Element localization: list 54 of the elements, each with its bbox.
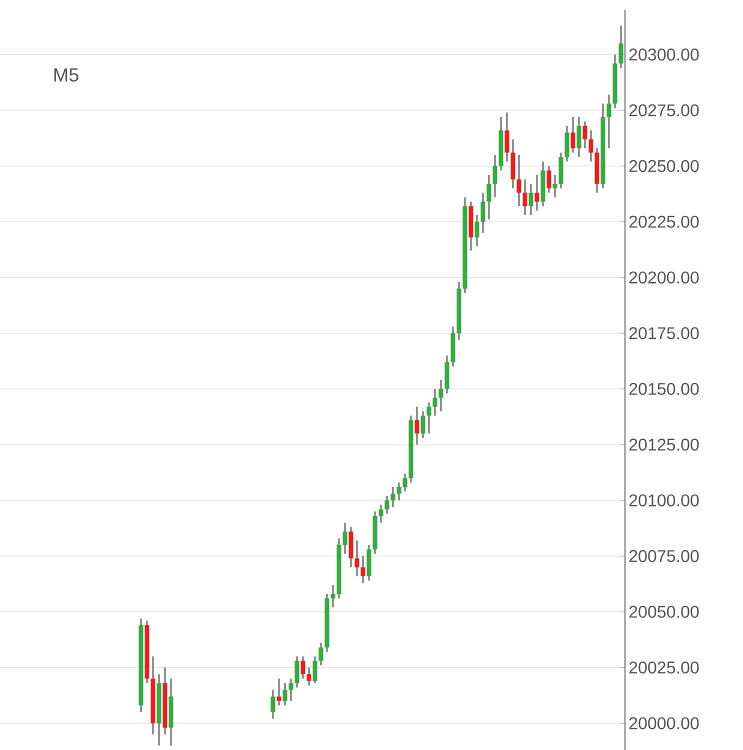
candlestick [606,94,612,149]
y-tick-label: 20275.00 [629,104,699,116]
y-tick-label: 20050.00 [629,606,699,618]
y-tick-label: 20300.00 [629,48,699,61]
candlestick [438,379,444,412]
candlestick [294,656,300,688]
candlestick [354,540,360,577]
candlestick [402,473,408,492]
candlestick [486,174,492,220]
candlestick [570,116,576,154]
candlestick [552,174,558,198]
candlestick [288,678,294,702]
candlestick [396,482,402,501]
candlestick [426,402,432,434]
y-tick-label: 20250.00 [629,160,699,172]
y-tick-label: 20000.00 [629,717,699,730]
candlestick [318,642,324,666]
y-tick-label: 20125.00 [629,438,699,451]
candlestick [546,165,552,194]
candlestick [492,154,498,198]
candlestick [432,388,438,416]
candlestick [360,556,366,584]
candlestick [414,406,420,446]
candlestick [390,486,396,508]
candlestick [504,112,510,162]
candlestick [306,666,312,686]
y-tick-label: 20175.00 [629,327,699,340]
candlestick [270,689,276,720]
candlestick [534,174,540,212]
candlestick [522,178,528,216]
candlestick [588,130,594,162]
candlestick [330,584,336,608]
candlestick [474,214,480,247]
candlestick [582,120,588,149]
y-tick-label: 20025.00 [629,662,699,674]
candlestick [378,504,384,524]
y-tick-label: 20100.00 [629,494,699,506]
y-tick-label: 20075.00 [629,550,699,562]
y-tick-label: 20150.00 [629,382,699,395]
candlestick [528,183,534,216]
candlestick [516,154,522,207]
y-tick-label: 20225.00 [629,216,699,228]
candlestick [342,522,348,554]
y-tick-label: 20200.00 [629,271,699,284]
candlestick [480,192,486,234]
candlestick [618,25,624,68]
candlestick [300,656,306,680]
candlestick [576,116,582,158]
annotation: M5 [54,68,78,82]
candlestick [384,495,390,514]
candlestick [282,682,288,706]
candlestick [420,410,426,438]
candlestick [312,656,318,684]
candlestick [276,678,282,706]
